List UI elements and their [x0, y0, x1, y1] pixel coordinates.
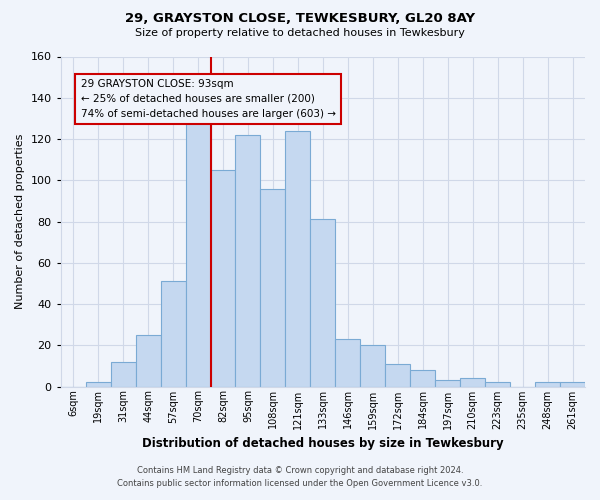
Bar: [361, 346, 385, 387]
X-axis label: Distribution of detached houses by size in Tewkesbury: Distribution of detached houses by size …: [142, 437, 503, 450]
Bar: [335, 339, 361, 386]
Bar: [435, 380, 460, 386]
Bar: [535, 382, 560, 386]
Bar: [136, 335, 161, 386]
Text: 29 GRAYSTON CLOSE: 93sqm
← 25% of detached houses are smaller (200)
74% of semi-: 29 GRAYSTON CLOSE: 93sqm ← 25% of detach…: [80, 79, 335, 119]
Bar: [560, 382, 585, 386]
Bar: [385, 364, 410, 386]
Text: Size of property relative to detached houses in Tewkesbury: Size of property relative to detached ho…: [135, 28, 465, 38]
Y-axis label: Number of detached properties: Number of detached properties: [15, 134, 25, 309]
Bar: [485, 382, 510, 386]
Bar: [211, 170, 235, 386]
Bar: [260, 188, 286, 386]
Bar: [235, 135, 260, 386]
Bar: [161, 282, 185, 387]
Text: 29, GRAYSTON CLOSE, TEWKESBURY, GL20 8AY: 29, GRAYSTON CLOSE, TEWKESBURY, GL20 8AY: [125, 12, 475, 26]
Bar: [460, 378, 485, 386]
Bar: [310, 220, 335, 386]
Text: Contains HM Land Registry data © Crown copyright and database right 2024.
Contai: Contains HM Land Registry data © Crown c…: [118, 466, 482, 487]
Bar: [110, 362, 136, 386]
Bar: [286, 131, 310, 386]
Bar: [410, 370, 435, 386]
Bar: [86, 382, 110, 386]
Bar: [185, 116, 211, 386]
